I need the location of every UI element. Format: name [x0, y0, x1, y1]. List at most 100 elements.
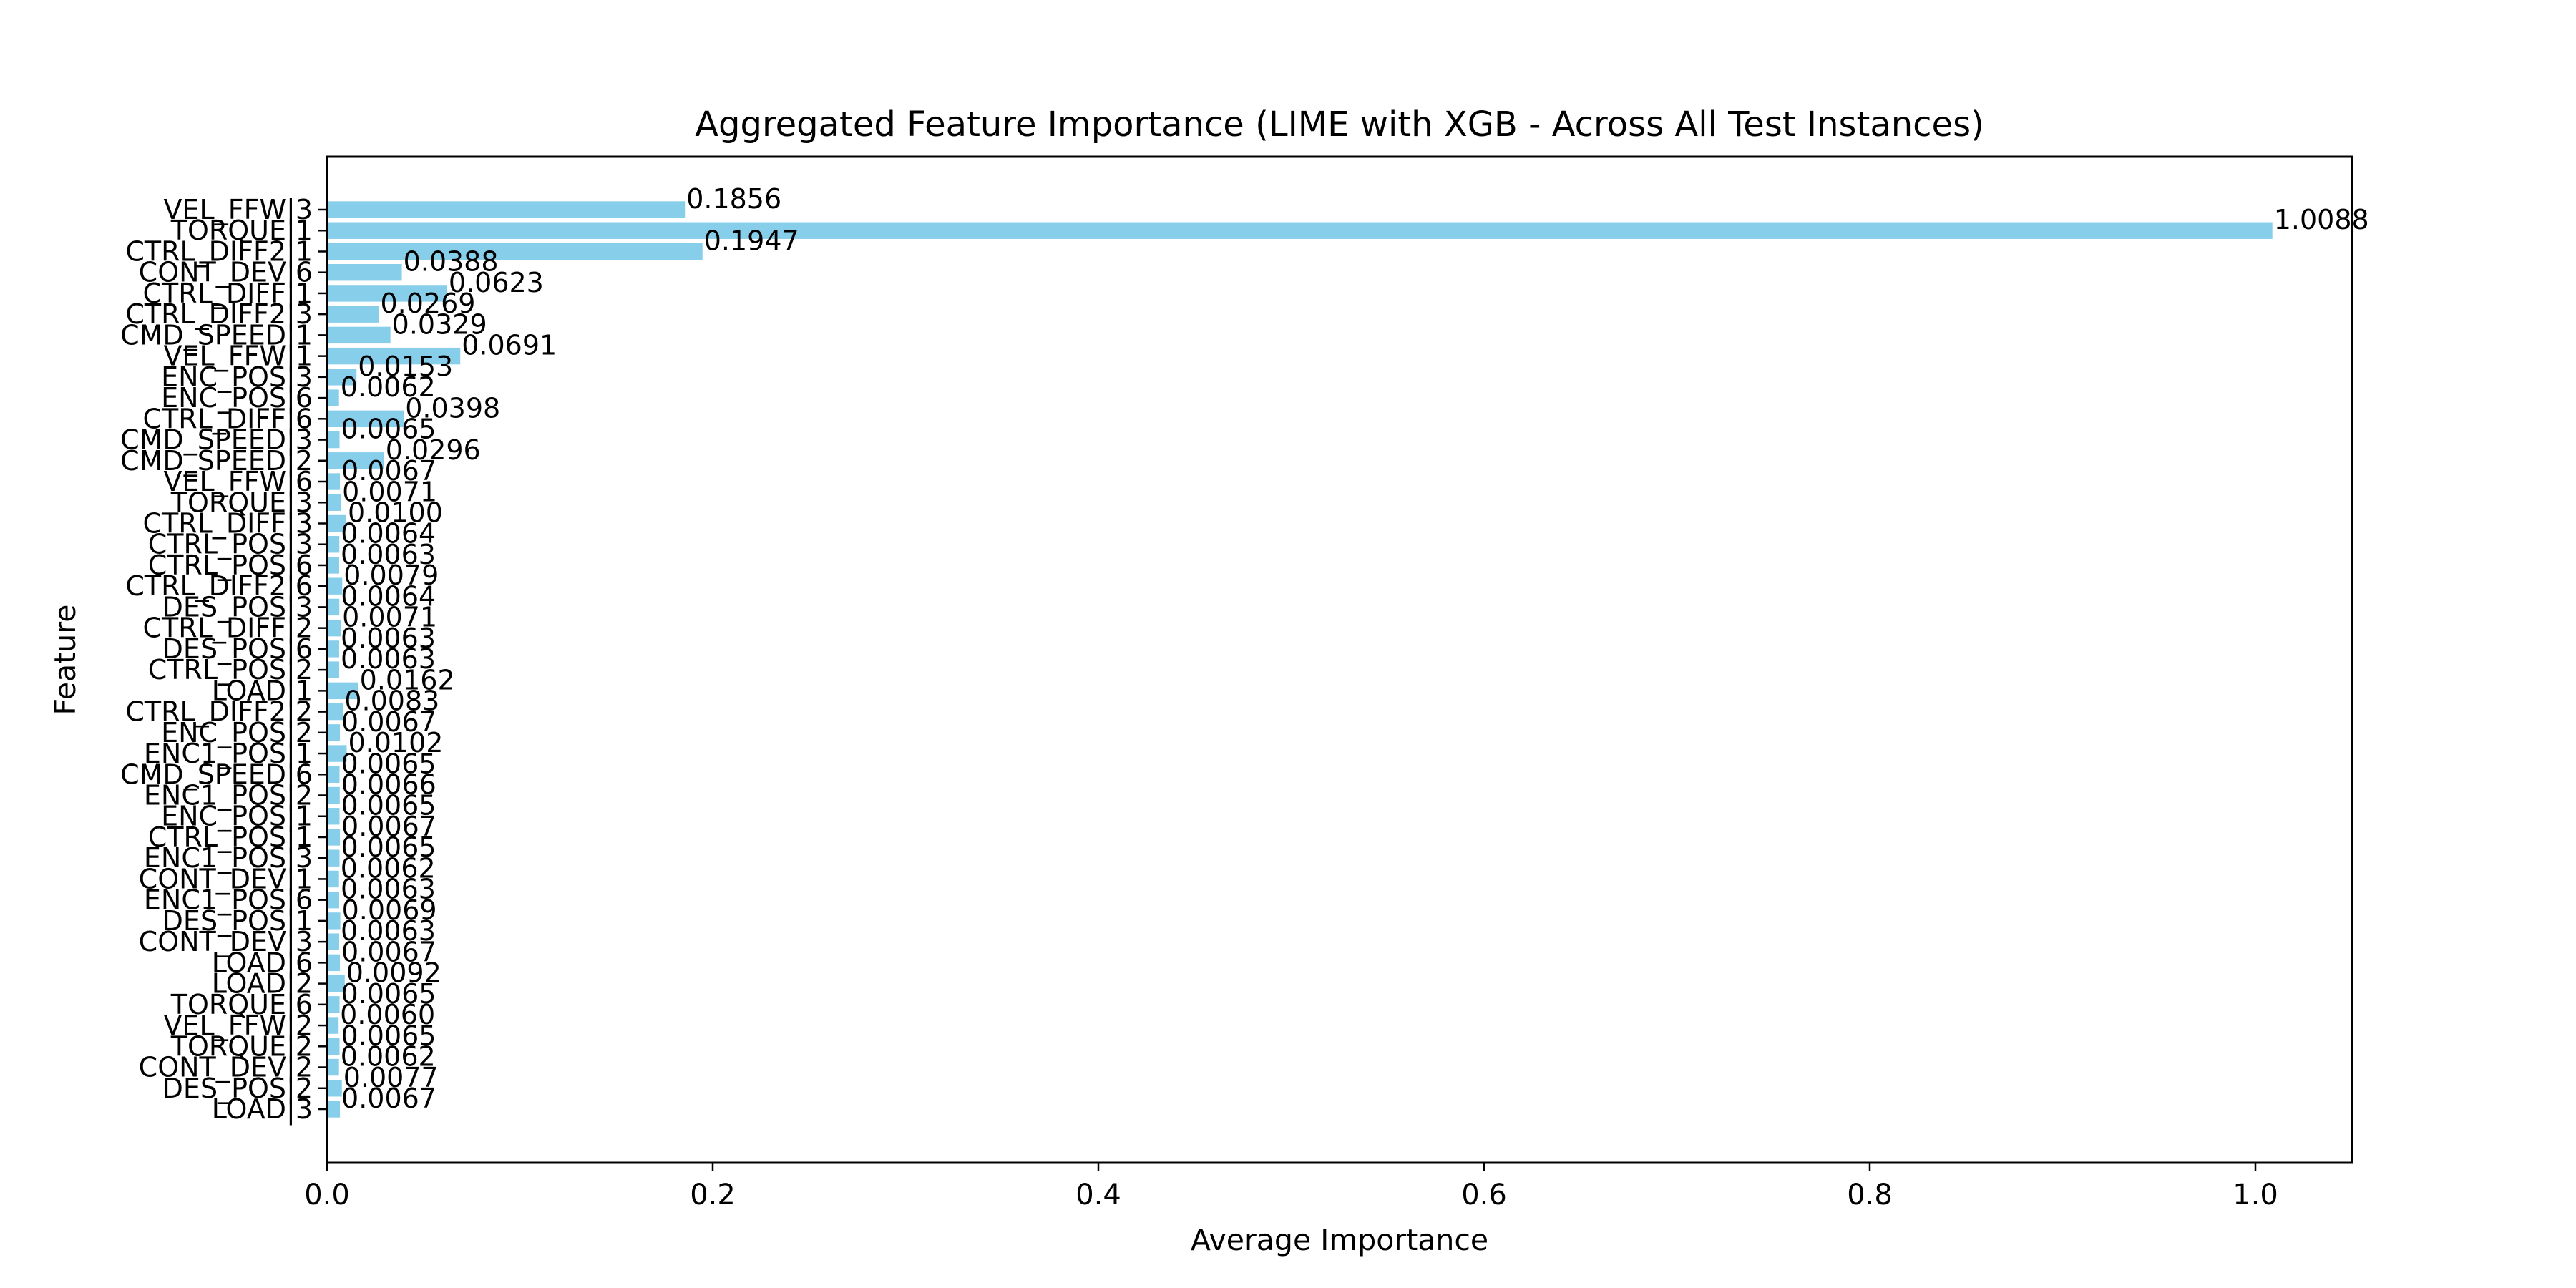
y-tick-label: CTRL_DIFF|2: [143, 613, 313, 645]
x-tick-label: 0.6: [1461, 1179, 1507, 1211]
bar: [327, 1017, 339, 1034]
bar: [327, 306, 379, 323]
bar-value-label: 0.0066: [341, 769, 436, 801]
y-tick-label: CTRL_POS|1: [148, 821, 313, 854]
bar-value-label: 0.0083: [344, 686, 439, 717]
bar: [327, 222, 2273, 239]
y-tick-label: CONT_DEV|2: [139, 1052, 313, 1084]
bar-value-label: 0.0064: [341, 518, 436, 550]
y-axis: VEL_FFW|3TORQUE|1CTRL_DIFF2|1CONT_DEV|6C…: [120, 194, 327, 1126]
bar-value-label: 0.0067: [341, 706, 436, 738]
y-tick-label: DES_POS|6: [162, 633, 313, 665]
y-tick-label: CTRL_DIFF2|2: [125, 696, 313, 728]
y-tick-label: LOAD|6: [212, 947, 313, 979]
bar: [327, 619, 341, 637]
bar: [327, 933, 339, 950]
bars-layer: [327, 201, 2273, 1118]
x-axis: 0.0 0.2 0.4 0.6 0.8 1.0: [304, 1163, 2278, 1211]
y-tick-label: VEL_FFW|2: [164, 1010, 313, 1042]
bar-value-label: 0.0398: [405, 392, 500, 424]
bar: [327, 829, 341, 846]
bar: [327, 954, 341, 972]
bar-value-label: 0.0691: [462, 330, 557, 361]
bar-value-label: 0.0064: [341, 580, 436, 612]
x-tick-label: 0.4: [1075, 1179, 1121, 1211]
y-tick-label: CTRL_DIFF|3: [143, 507, 313, 540]
bar: [327, 975, 345, 992]
bar-value-label: 0.0062: [341, 371, 436, 403]
bar-value-label: 0.0065: [341, 1020, 436, 1051]
bar-value-label: 0.0092: [346, 957, 441, 989]
y-tick-label: LOAD|3: [212, 1093, 313, 1126]
bar: [327, 201, 686, 218]
y-tick-label: CTRL_DIFF2|1: [125, 235, 313, 268]
bar-value-label: 0.0063: [341, 623, 436, 654]
bar: [327, 452, 384, 469]
y-tick-label: ENC_POS|6: [161, 382, 313, 414]
bar: [327, 369, 357, 386]
bar-value-label: 0.0065: [341, 748, 436, 779]
y-tick-label: ENC1_POS|3: [144, 842, 313, 874]
y-tick-label: VEL_FFW|3: [164, 194, 313, 226]
y-tick-label: DES_POS|3: [162, 591, 313, 623]
bar-value-label: 0.0067: [341, 455, 436, 487]
y-tick-label: CTRL_POS|6: [148, 550, 313, 582]
y-tick-label: CONT_DEV|1: [139, 863, 313, 895]
bar: [327, 786, 340, 804]
bar-value-label: 0.0329: [392, 308, 487, 340]
bar-value-label: 0.0102: [348, 727, 443, 758]
bar: [327, 410, 404, 428]
bar: [327, 536, 340, 553]
bar-value-label: 0.0067: [341, 936, 436, 967]
bar: [327, 870, 339, 888]
y-tick-label: TORQUE|3: [170, 487, 313, 519]
bar-value-label: 0.0063: [341, 915, 436, 947]
bar-value-label: 0.0071: [342, 476, 437, 507]
bar: [327, 1101, 341, 1118]
y-tick-label: DES_POS|1: [162, 905, 313, 937]
bar-value-label: 0.0079: [343, 560, 439, 591]
y-tick-label: CMD_SPEED|3: [120, 424, 313, 457]
bar: [327, 1058, 339, 1076]
bar: [327, 682, 358, 700]
bar: [327, 891, 339, 909]
bar-value-label: 1.0088: [2274, 204, 2369, 235]
y-tick-label: ENC1_POS|2: [144, 780, 313, 812]
bar-value-label: 0.0065: [341, 831, 436, 863]
bar: [327, 285, 447, 302]
bar-value-label: 0.0063: [341, 539, 436, 570]
bar-value-label: 0.0067: [341, 811, 436, 842]
x-tick-label: 0.0: [304, 1179, 350, 1211]
bar: [327, 1038, 340, 1055]
y-tick-label: VEL_FFW|6: [164, 466, 313, 498]
y-tick-label: DES_POS|2: [162, 1073, 313, 1105]
y-tick-label: TORQUE|2: [170, 1030, 313, 1063]
bar-value-label: 0.0062: [341, 852, 436, 884]
bar: [327, 473, 341, 490]
bar-value-label: 0.1856: [686, 183, 781, 215]
y-tick-label: CONT_DEV|6: [139, 257, 313, 289]
bar: [327, 996, 340, 1013]
bar-value-label: 0.0065: [341, 790, 436, 821]
bar: [327, 661, 339, 678]
bar-value-label: 0.0062: [341, 1041, 436, 1073]
bar: [327, 745, 347, 762]
y-tick-label: CTRL_POS|3: [148, 529, 313, 561]
bar-value-label: 0.0077: [343, 1062, 439, 1093]
bar-value-label: 0.0162: [360, 664, 455, 696]
y-tick-label: CTRL_POS|2: [148, 654, 313, 686]
y-tick-label: CTRL_DIFF2|3: [125, 298, 313, 331]
bar-value-label: 0.0388: [404, 246, 499, 278]
bar: [327, 703, 343, 721]
bar: [327, 577, 343, 595]
bar: [327, 598, 340, 616]
bar: [327, 724, 341, 741]
x-tick-label: 0.2: [690, 1179, 736, 1211]
y-tick-label: CMD_SPEED|6: [120, 758, 313, 791]
x-axis-label: Average Importance: [1191, 1223, 1488, 1257]
y-tick-label: CMD_SPEED|1: [120, 319, 313, 351]
bar-value-label: 0.0623: [449, 267, 544, 298]
y-tick-label: CONT_DEV|3: [139, 926, 313, 958]
y-tick-label: CMD_SPEED|2: [120, 445, 313, 477]
